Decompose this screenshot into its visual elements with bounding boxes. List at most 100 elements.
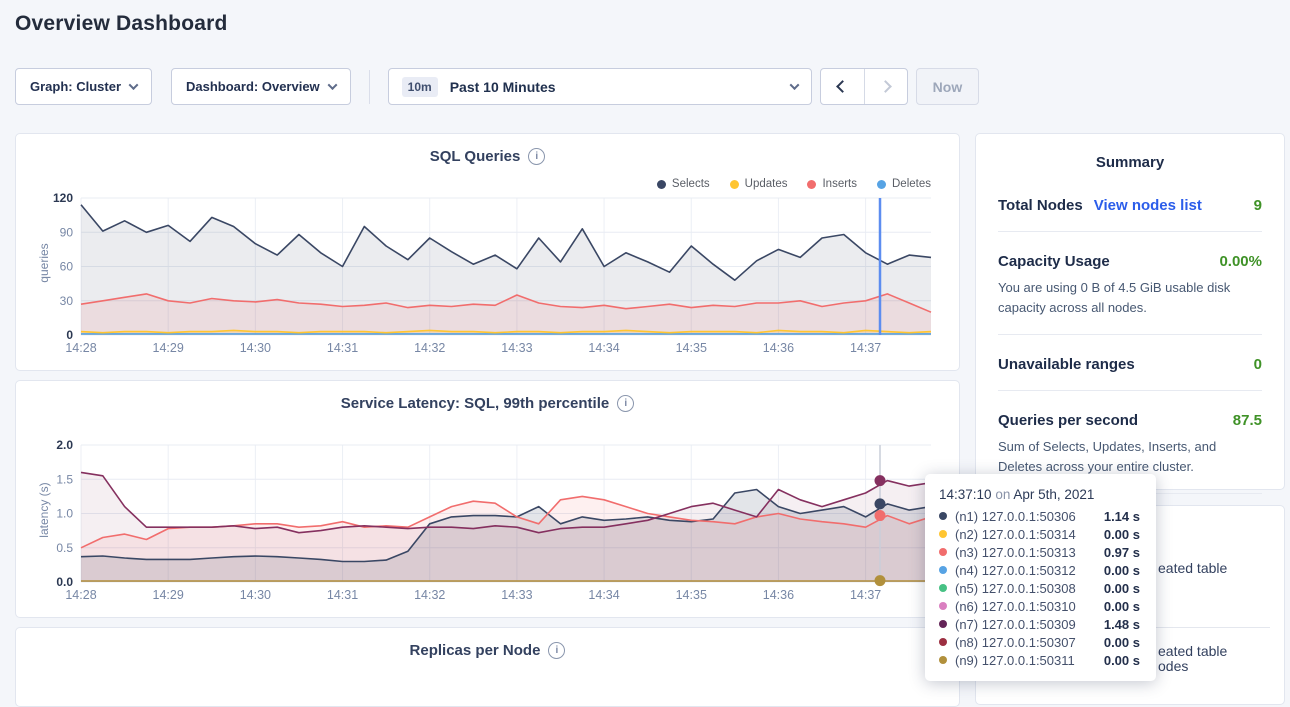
svg-text:14:34: 14:34 xyxy=(588,341,619,355)
chart-title: Replicas per Node xyxy=(409,642,541,659)
summary-label: Capacity Usage xyxy=(998,253,1110,270)
svg-text:14:31: 14:31 xyxy=(327,588,358,602)
node-address: (n9) 127.0.0.1:50311 xyxy=(955,652,1075,668)
legend-label: Deletes xyxy=(892,178,931,190)
dashboard-dropdown[interactable]: Dashboard: Overview xyxy=(171,68,351,105)
summary-description: You are using 0 B of 4.5 GiB usable disk… xyxy=(998,280,1231,315)
node-color-dot xyxy=(939,566,947,574)
node-latency-value: 0.00 s xyxy=(1103,562,1140,578)
svg-text:14:35: 14:35 xyxy=(676,588,707,602)
node-address: (n7) 127.0.0.1:50309 xyxy=(955,616,1076,632)
latency-chart[interactable]: 0.0 0.5 1.0 1.5 2.0 14:28 14:29 14:30 14:31 14:32… xyxy=(16,437,961,615)
tooltip-on: on xyxy=(995,487,1011,502)
graph-dropdown[interactable]: Graph: Cluster xyxy=(15,68,153,105)
info-icon[interactable]: i xyxy=(548,642,566,659)
summary-label: Unavailable ranges xyxy=(998,356,1135,373)
chevron-left-icon xyxy=(835,80,849,93)
node-address: (n4) 127.0.0.1:50312 xyxy=(955,562,1076,578)
node-address: (n2) 127.0.0.1:50314 xyxy=(955,526,1076,542)
svg-text:120: 120 xyxy=(53,191,73,205)
chevron-down-icon xyxy=(128,80,139,91)
tooltip-time: 14:37:10 xyxy=(939,487,992,502)
legend-item-inserts[interactable]: Inserts xyxy=(807,178,857,190)
legend-dot xyxy=(729,179,739,189)
summary-row-qps: Queries per second 87.5 Sum of Selects, … xyxy=(998,390,1262,493)
svg-text:1.5: 1.5 xyxy=(56,472,73,486)
svg-text:14:36: 14:36 xyxy=(763,588,794,602)
node-color-dot xyxy=(939,530,947,538)
legend-item-selects[interactable]: Selects xyxy=(656,178,710,190)
node-latency-value: 0.00 s xyxy=(1103,598,1140,614)
node-latency-value: 1.48 s xyxy=(1103,616,1140,632)
summary-title: Summary xyxy=(1095,154,1165,171)
controls-divider xyxy=(368,69,370,104)
view-nodes-link[interactable]: View nodes list xyxy=(1093,197,1202,214)
svg-text:14:37: 14:37 xyxy=(850,588,881,602)
page-title: Overview Dashboard xyxy=(15,12,228,35)
time-back-button[interactable] xyxy=(821,69,864,104)
svg-text:14:30: 14:30 xyxy=(240,588,271,602)
svg-text:2.0: 2.0 xyxy=(56,438,73,452)
legend-dot xyxy=(877,179,886,189)
node-latency-value: 1.14 s xyxy=(1103,508,1140,524)
node-address: (n8) 127.0.0.1:50307 xyxy=(955,634,1076,650)
node-color-dot xyxy=(939,584,947,592)
now-button[interactable]: Now xyxy=(915,68,980,105)
svg-text:14:35: 14:35 xyxy=(676,341,707,355)
svg-text:0.5: 0.5 xyxy=(56,541,73,555)
node-address: (n3) 127.0.0.1:50313 xyxy=(955,544,1076,560)
svg-text:0: 0 xyxy=(66,328,73,342)
legend-dot xyxy=(807,179,817,189)
node-latency-value: 0.00 s xyxy=(1103,652,1140,668)
legend-dot xyxy=(656,179,666,189)
latency-card: Service Latency: SQL, 99th percentile i … xyxy=(15,380,960,618)
svg-text:14:33: 14:33 xyxy=(501,341,532,355)
legend-item-updates[interactable]: Updates xyxy=(729,178,787,190)
event-text-fragment: eated table xyxy=(1158,560,1228,576)
svg-text:14:33: 14:33 xyxy=(501,588,532,602)
summary-row-capacity: Capacity Usage 0.00% You are using 0 B o… xyxy=(998,231,1262,334)
node-latency-value: 0.00 s xyxy=(1103,634,1140,650)
node-latency-value: 0.97 s xyxy=(1103,544,1140,560)
tooltip-row: (n1) 127.0.0.1:50306 1.14 s xyxy=(939,507,1142,525)
tooltip-date: Apr 5th, 2021 xyxy=(1013,487,1095,502)
summary-card: Summary Total Nodes View nodes list 9 Ca… xyxy=(975,133,1285,532)
node-address: (n5) 127.0.0.1:50308 xyxy=(955,580,1076,596)
legend-label: Inserts xyxy=(822,178,857,190)
tooltip-row: (n7) 127.0.0.1:50309 1.48 s xyxy=(939,615,1142,633)
replicas-card: Replicas per Node i xyxy=(15,627,960,707)
time-forward-button[interactable] xyxy=(863,69,907,104)
svg-text:14:32: 14:32 xyxy=(414,341,445,355)
svg-text:14:37: 14:37 xyxy=(850,341,881,355)
svg-text:60: 60 xyxy=(60,260,74,274)
svg-text:0.0: 0.0 xyxy=(56,575,73,589)
info-icon[interactable]: i xyxy=(528,148,546,165)
node-latency-value: 0.00 s xyxy=(1103,526,1140,542)
node-address: (n6) 127.0.0.1:50310 xyxy=(955,598,1076,614)
graph-dropdown-label: Graph: Cluster xyxy=(30,79,122,94)
time-range-label: Past 10 Minutes xyxy=(449,78,556,95)
chart-title: Service Latency: SQL, 99th percentile xyxy=(340,395,610,412)
time-range-badge: 10m xyxy=(401,76,438,97)
node-color-dot xyxy=(939,548,947,556)
legend-item-deletes[interactable]: Deletes xyxy=(877,178,931,190)
svg-text:90: 90 xyxy=(60,225,74,239)
legend-label: Selects xyxy=(671,178,710,190)
time-range-dropdown[interactable]: 10m Past 10 Minutes xyxy=(387,68,812,105)
tooltip-row: (n2) 127.0.0.1:50314 0.00 s xyxy=(939,525,1142,543)
node-color-dot xyxy=(939,656,947,664)
svg-text:14:34: 14:34 xyxy=(588,588,619,602)
info-icon[interactable]: i xyxy=(617,395,635,412)
summary-value: 0.00% xyxy=(1219,253,1262,270)
tooltip-rows: (n1) 127.0.0.1:50306 1.14 s (n2) 127.0.0.1… xyxy=(939,507,1142,669)
summary-value: 0 xyxy=(1253,356,1262,373)
chevron-down-icon xyxy=(789,80,800,91)
svg-text:14:28: 14:28 xyxy=(65,588,96,602)
svg-text:14:28: 14:28 xyxy=(65,341,96,355)
node-color-dot xyxy=(939,602,947,610)
tooltip-row: (n9) 127.0.0.1:50311 0.00 s xyxy=(939,651,1142,669)
svg-text:30: 30 xyxy=(60,294,74,308)
svg-text:14:32: 14:32 xyxy=(414,588,445,602)
summary-label: Queries per second xyxy=(998,412,1139,429)
sql-queries-chart[interactable]: 0 30 60 90 120 14:28 14:29 14:30 14:31 14:32 14:33… xyxy=(16,190,961,368)
